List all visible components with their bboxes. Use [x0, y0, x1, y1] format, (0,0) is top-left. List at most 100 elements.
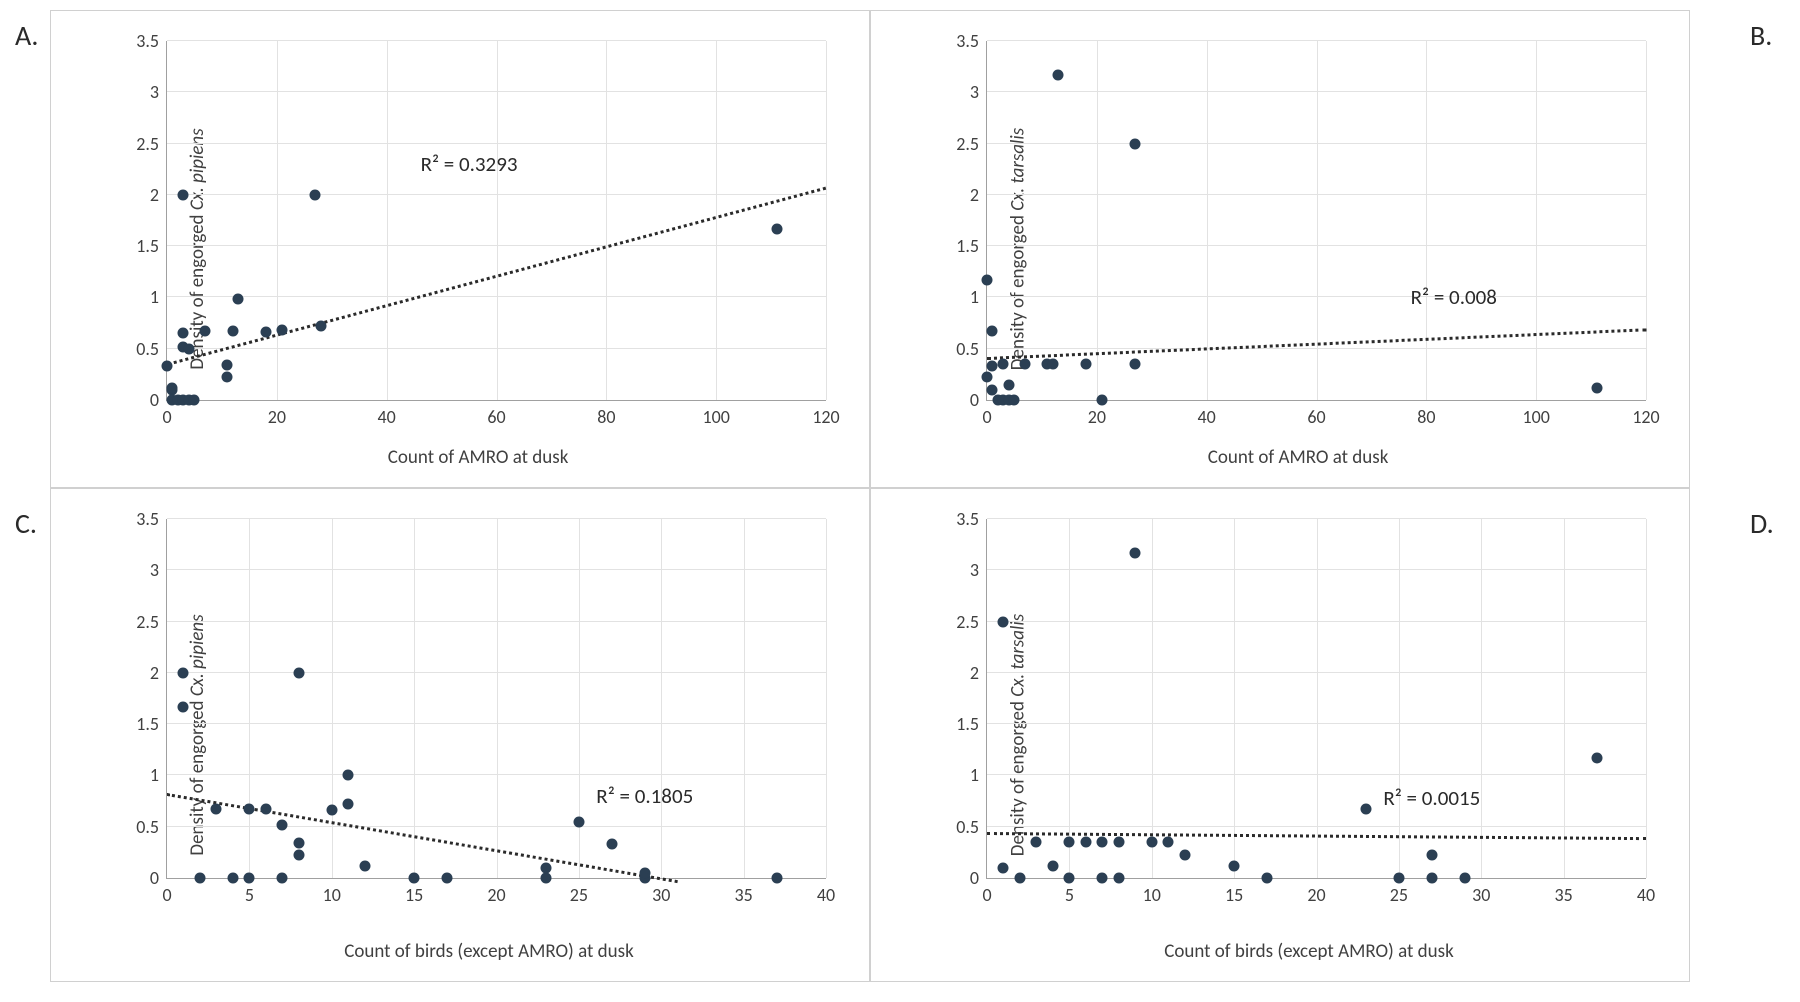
scatter-point — [1020, 359, 1031, 370]
scatter-point — [1097, 395, 1108, 406]
scatter-point — [293, 667, 304, 678]
gridline-v — [1317, 519, 1318, 878]
y-tick-label: 0.5 — [136, 816, 159, 838]
scatter-point — [998, 359, 1009, 370]
y-tick-label: 1.5 — [956, 713, 979, 735]
gridline-v — [1207, 41, 1208, 400]
scatter-point — [244, 804, 255, 815]
x-tick-label: 80 — [1417, 406, 1435, 428]
scatter-point — [178, 701, 189, 712]
y-tick-label: 3 — [150, 559, 159, 581]
scatter-point — [1080, 837, 1091, 848]
scatter-point — [1179, 850, 1190, 861]
y-tick-label: 2 — [970, 662, 979, 684]
scatter-point — [167, 382, 178, 393]
x-tick-label: 10 — [1143, 884, 1161, 906]
scatter-point — [987, 326, 998, 337]
x-axis-label-b: Count of AMRO at dusk — [1208, 446, 1389, 469]
gridline-v — [1426, 41, 1427, 400]
r-squared-label: R² = 0.0015 — [1383, 785, 1480, 811]
x-tick-label: 60 — [487, 406, 505, 428]
y-tick-label: 2.5 — [136, 133, 159, 155]
y-tick-label: 0.5 — [956, 338, 979, 360]
scatter-point — [1113, 873, 1124, 884]
scatter-point — [1130, 547, 1141, 558]
scatter-point — [1097, 837, 1108, 848]
gridline-v — [606, 41, 607, 400]
x-tick-label: 30 — [652, 884, 670, 906]
gridline-v — [1564, 519, 1565, 878]
y-tick-label: 0 — [150, 867, 159, 889]
scatter-point — [194, 873, 205, 884]
scatter-point — [606, 839, 617, 850]
x-tick-label: 15 — [405, 884, 423, 906]
plot-area-c: 00.511.522.533.50510152025303540R² = 0.1… — [166, 519, 826, 879]
scatter-point — [277, 819, 288, 830]
scatter-point — [771, 873, 782, 884]
x-tick-label: 20 — [268, 406, 286, 428]
gridline-v — [1481, 519, 1482, 878]
x-tick-label: 120 — [812, 406, 839, 428]
scatter-point — [1080, 359, 1091, 370]
scatter-point — [162, 361, 173, 372]
gridline-v — [497, 41, 498, 400]
scatter-point — [1229, 860, 1240, 871]
x-tick-label: 35 — [735, 884, 753, 906]
x-tick-label: 0 — [162, 884, 171, 906]
y-tick-label: 1 — [150, 286, 159, 308]
scatter-point — [442, 873, 453, 884]
r-squared-label: R² = 0.008 — [1411, 284, 1497, 310]
scatter-point — [987, 361, 998, 372]
scatter-point — [540, 862, 551, 873]
x-tick-label: 80 — [597, 406, 615, 428]
gridline-v — [1646, 41, 1647, 400]
scatter-point — [1393, 873, 1404, 884]
scatter-point — [211, 804, 222, 815]
y-tick-label: 1 — [150, 764, 159, 786]
scatter-point — [343, 799, 354, 810]
scatter-point — [222, 360, 233, 371]
scatter-point — [982, 372, 993, 383]
scatter-point — [1146, 837, 1157, 848]
scatter-point — [1113, 837, 1124, 848]
scatter-point — [771, 223, 782, 234]
y-tick-label: 3.5 — [136, 30, 159, 52]
scatter-point — [1097, 873, 1108, 884]
x-tick-label: 25 — [1390, 884, 1408, 906]
panel-d: Density of engorged Cx. tarsalis Count o… — [870, 488, 1690, 982]
x-tick-label: 20 — [1307, 884, 1325, 906]
scatter-point — [998, 862, 1009, 873]
x-axis-label-c: Count of birds (except AMRO) at dusk — [344, 940, 634, 963]
x-tick-label: 100 — [1522, 406, 1549, 428]
gridline-v — [1234, 519, 1235, 878]
gridline-v — [1152, 519, 1153, 878]
y-tick-label: 2 — [150, 184, 159, 206]
scatter-point — [293, 850, 304, 861]
x-tick-label: 100 — [702, 406, 729, 428]
x-tick-label: 35 — [1555, 884, 1573, 906]
y-tick-label: 3 — [970, 81, 979, 103]
scatter-point — [233, 294, 244, 305]
y-tick-label: 1 — [970, 764, 979, 786]
panel-label-a: A. — [15, 18, 38, 53]
gridline-v — [1097, 41, 1098, 400]
scatter-point — [260, 804, 271, 815]
x-axis-label-d: Count of birds (except AMRO) at dusk — [1164, 940, 1454, 963]
scatter-point — [227, 873, 238, 884]
x-tick-label: 40 — [1637, 884, 1655, 906]
y-tick-label: 2.5 — [136, 611, 159, 633]
x-tick-label: 30 — [1472, 884, 1490, 906]
y-tick-label: 0 — [970, 867, 979, 889]
gridline-v — [744, 519, 745, 878]
y-tick-label: 1.5 — [136, 235, 159, 257]
x-tick-label: 5 — [1065, 884, 1074, 906]
gridline-v — [497, 519, 498, 878]
y-tick-label: 3 — [970, 559, 979, 581]
x-tick-label: 20 — [487, 884, 505, 906]
scatter-point — [1047, 359, 1058, 370]
x-axis-label-a: Count of AMRO at dusk — [388, 446, 569, 469]
gridline-v — [1399, 519, 1400, 878]
gridline-v — [249, 519, 250, 878]
y-tick-label: 1.5 — [956, 235, 979, 257]
scatter-point — [1360, 804, 1371, 815]
